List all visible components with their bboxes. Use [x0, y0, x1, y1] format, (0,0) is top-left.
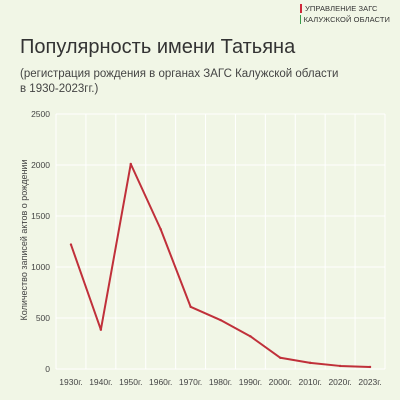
x-tick-label: 1970г.	[179, 377, 202, 387]
brand-line-1: УПРАВЛЕНИЕ ЗАГС	[300, 3, 390, 14]
x-tick-label: 2000г.	[269, 377, 292, 387]
brand-block: УПРАВЛЕНИЕ ЗАГС КАЛУЖСКОЙ ОБЛАСТИ	[300, 3, 390, 25]
x-tick-label: 2020г.	[328, 377, 351, 387]
data-point	[129, 162, 132, 166]
data-point	[159, 228, 162, 231]
x-tick-label: 2023г.	[358, 377, 381, 387]
brand-text-2: КАЛУЖСКОЙ ОБЛАСТИ	[303, 15, 390, 24]
brand-text-1: УПРАВЛЕНИЕ ЗАГС	[305, 4, 378, 13]
x-tick-label: 1960г.	[149, 377, 172, 387]
x-tick-label: 1940г.	[89, 377, 112, 387]
y-tick-label: 1500	[31, 211, 50, 221]
y-tick-label: 1000	[31, 262, 50, 272]
chart-title: Популярность имени Татьяна	[20, 36, 296, 58]
subtitle-line-1: (регистрация рождения в органах ЗАГС Кал…	[20, 68, 339, 80]
brand-red-bar	[300, 4, 302, 13]
x-tick-label: 1990г.	[239, 377, 262, 387]
data-point	[99, 328, 103, 331]
data-point	[338, 364, 342, 368]
data-point	[219, 318, 222, 322]
x-tick-label: 2010г.	[299, 377, 322, 387]
brand-line-2: КАЛУЖСКОЙ ОБЛАСТИ	[300, 14, 390, 25]
chart-subtitle: (регистрация рождения в органах ЗАГС Кал…	[20, 67, 390, 97]
y-tick-label: 2500	[31, 109, 50, 119]
y-tick-label: 2000	[31, 160, 50, 170]
data-point	[279, 356, 282, 359]
data-point	[69, 243, 73, 246]
data-point	[309, 361, 312, 365]
data-point	[189, 305, 192, 308]
y-tick-label: 0	[45, 364, 50, 374]
data-point	[368, 365, 372, 369]
x-tick-label: 1980г.	[209, 377, 232, 387]
x-tick-label: 1930г.	[59, 377, 82, 387]
brand-green-bar	[300, 15, 301, 24]
y-tick-label: 500	[36, 313, 50, 323]
x-tick-label: 1950г.	[119, 377, 142, 387]
data-point	[249, 335, 252, 338]
subtitle-line-2: в 1930-2023гг.)	[20, 83, 99, 95]
